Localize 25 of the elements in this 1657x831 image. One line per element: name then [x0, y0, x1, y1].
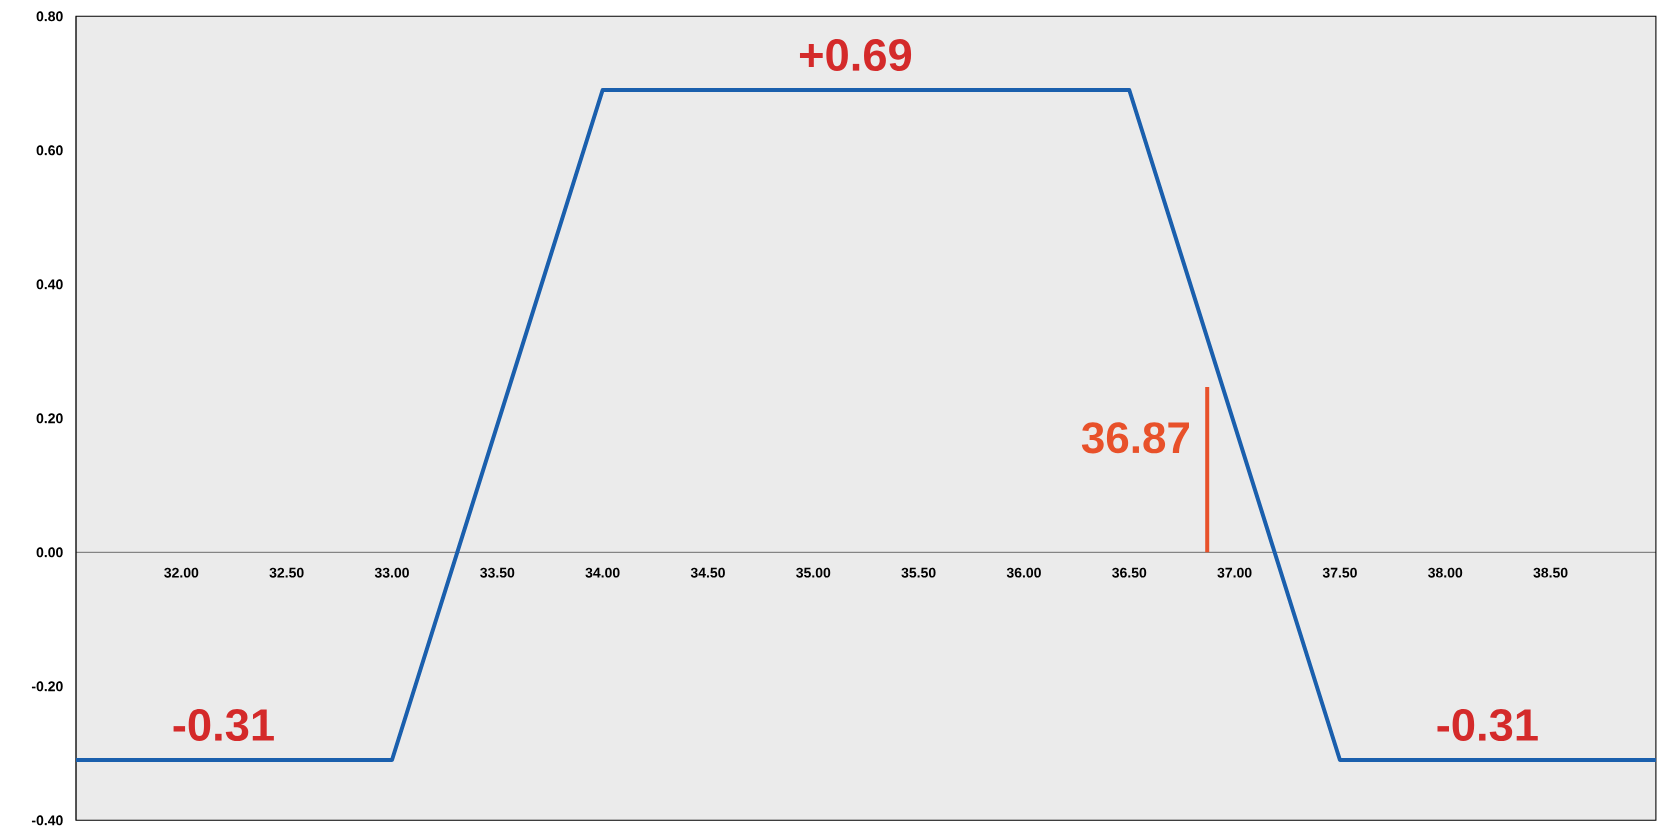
- y-tick-label: -0.40: [31, 815, 63, 826]
- x-tick-label: 37.00: [1217, 567, 1252, 578]
- y-tick-label: -0.20: [31, 681, 63, 692]
- x-tick-label: 32.50: [269, 567, 304, 578]
- annotation: +0.69: [799, 38, 912, 72]
- x-tick-label: 35.50: [901, 567, 936, 578]
- y-tick-label: 0.40: [36, 279, 63, 290]
- y-tick-label: 0.20: [36, 413, 63, 424]
- x-tick-label: 34.00: [585, 567, 620, 578]
- x-tick-label: 36.50: [1112, 567, 1147, 578]
- x-tick-label: 38.50: [1533, 567, 1568, 578]
- x-tick-label: 36.00: [1006, 567, 1041, 578]
- ref-line-label: 36.87: [1081, 422, 1189, 454]
- x-tick-label: 38.00: [1428, 567, 1463, 578]
- annotation: -0.31: [173, 708, 274, 742]
- annotation: -0.31: [1437, 708, 1538, 742]
- y-tick-label: 0.00: [36, 547, 63, 558]
- y-tick-label: 0.60: [36, 145, 63, 156]
- x-tick-label: 37.50: [1322, 567, 1357, 578]
- x-tick-label: 35.00: [796, 567, 831, 578]
- x-tick-label: 34.50: [690, 567, 725, 578]
- x-tick-label: 32.00: [164, 567, 199, 578]
- x-tick-label: 33.50: [480, 567, 515, 578]
- x-tick-label: 33.00: [374, 567, 409, 578]
- y-tick-label: 0.80: [36, 11, 63, 22]
